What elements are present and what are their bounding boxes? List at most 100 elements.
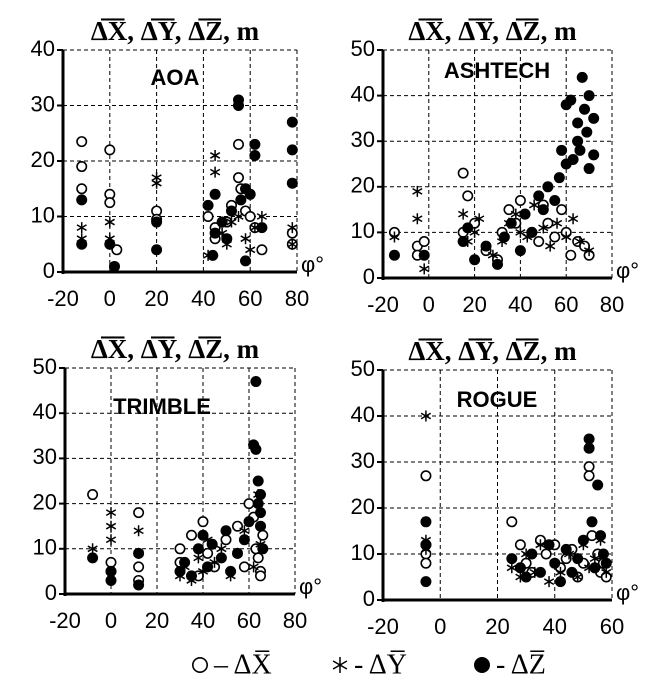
open-marker: [243, 498, 255, 510]
open-marker: [105, 556, 117, 568]
star-marker: [487, 249, 499, 261]
filled-marker: [388, 249, 400, 261]
open-marker: [104, 197, 116, 209]
open-marker: [420, 470, 432, 482]
star-marker: [458, 208, 469, 220]
legend-label: - ΔY̅: [354, 649, 407, 680]
filled-marker: [600, 557, 612, 569]
filled-marker: [255, 520, 266, 532]
filled-marker: [249, 138, 261, 150]
open-marker: [233, 172, 245, 184]
filled-marker: [238, 534, 250, 546]
filled-marker: [202, 561, 214, 573]
filled-marker: [232, 547, 243, 559]
filled-marker: [133, 547, 145, 559]
filled-marker: [151, 244, 163, 256]
open-marker: [256, 244, 268, 256]
open-marker: [583, 461, 595, 473]
x-tick-label: 60: [238, 286, 262, 311]
filled-marker: [243, 516, 255, 528]
y-tick-label: 0: [43, 258, 55, 283]
star-marker: [583, 245, 595, 257]
star-marker: [601, 566, 612, 578]
open-marker: [192, 656, 209, 673]
x-tick-label: 0: [105, 608, 117, 633]
open-marker: [186, 529, 198, 541]
filled-marker: [192, 543, 204, 555]
star-marker: [555, 566, 566, 578]
star-marker: [105, 520, 117, 532]
open-marker: [244, 211, 256, 223]
filled-marker: [537, 204, 549, 216]
filled-marker: [133, 579, 145, 591]
x-tick-label: -20: [367, 614, 399, 639]
star-marker: [506, 562, 517, 574]
filled-marker: [286, 144, 298, 156]
open-marker: [565, 249, 577, 261]
y-tick-label: 10: [351, 218, 375, 243]
open-marker: [197, 516, 209, 528]
open-marker: [133, 561, 145, 573]
filled-marker: [257, 543, 269, 555]
filled-marker: [252, 475, 264, 487]
filled-marker: [256, 222, 268, 234]
star-marker: [529, 199, 540, 211]
open-marker: [202, 547, 214, 559]
open-marker: [506, 516, 518, 528]
filled-marker: [542, 181, 554, 193]
y-tick-label: 40: [33, 399, 57, 424]
open-marker: [220, 534, 232, 546]
star-marker: [412, 185, 423, 197]
filled-marker: [420, 576, 432, 588]
filled-marker: [579, 103, 591, 115]
star-marker: [104, 216, 115, 228]
open-marker: [418, 236, 430, 248]
filled-marker: [469, 254, 481, 266]
x-axis-label: φ°: [301, 252, 324, 277]
filled-marker: [534, 566, 546, 578]
legend-label: - ΔZ̅: [496, 649, 546, 680]
chart-title: Δ̅X̅, Δ̅Y̅, Δ̅Z̅, m: [91, 334, 260, 364]
filled-marker: [108, 260, 120, 272]
open-marker: [133, 507, 145, 519]
filled-marker: [553, 172, 565, 184]
open-marker: [76, 136, 88, 148]
filled-marker: [554, 576, 566, 588]
filled-marker: [202, 199, 214, 211]
star-marker: [545, 240, 556, 252]
filled-marker: [574, 144, 586, 156]
open-marker: [462, 190, 474, 202]
panel-label: ASHTECH: [444, 58, 550, 83]
filled-marker: [581, 126, 593, 138]
filled-marker: [595, 530, 607, 542]
star-marker: [287, 222, 298, 234]
open-marker: [87, 489, 99, 501]
filled-marker: [462, 222, 474, 234]
filled-marker: [526, 226, 538, 238]
filled-marker: [209, 227, 221, 239]
filled-marker: [514, 562, 526, 574]
filled-marker: [286, 116, 298, 128]
filled-marker: [225, 565, 237, 577]
star-marker: [133, 525, 144, 537]
filled-marker: [588, 149, 600, 161]
x-tick-label: 20: [485, 614, 509, 639]
filled-marker: [567, 153, 579, 165]
filled-marker: [560, 543, 572, 555]
star-marker: [543, 576, 555, 588]
x-tick-label: 0: [423, 292, 435, 317]
open-marker: [233, 138, 245, 150]
y-tick-label: 50: [351, 356, 375, 381]
filled-marker: [543, 539, 555, 551]
filled-marker: [420, 539, 432, 551]
filled-marker: [151, 216, 163, 228]
filled-marker: [480, 240, 492, 252]
open-marker: [420, 557, 432, 569]
star-marker: [151, 177, 162, 189]
open-marker: [540, 548, 552, 560]
y-tick-label: 10: [31, 202, 55, 227]
filled-marker: [588, 112, 600, 124]
filled-marker: [592, 479, 604, 491]
y-tick-label: 20: [351, 494, 375, 519]
filled-marker: [583, 442, 595, 454]
